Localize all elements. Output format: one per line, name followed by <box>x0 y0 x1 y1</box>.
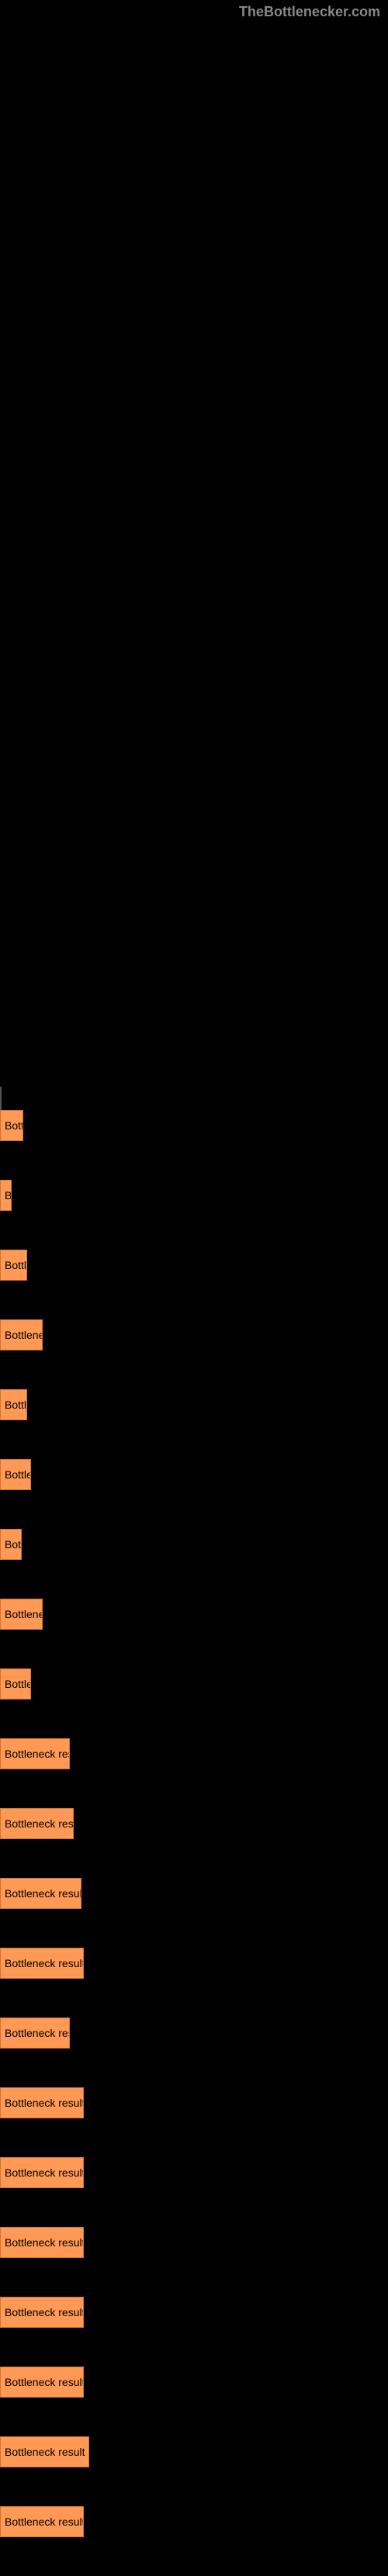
bar: Bottleneck <box>0 1319 43 1350</box>
bar-row: Bottleneck <box>0 1319 388 1350</box>
bar-row: Bottleneck res <box>0 2018 388 2049</box>
bar-row: Bottlen <box>0 1250 388 1281</box>
bar-text: Bottlene <box>5 1468 30 1481</box>
bar: Bottleneck result <box>0 1948 84 1979</box>
bar-text: Bottlen <box>5 1259 26 1271</box>
bar-text: Bottleneck res <box>5 1748 69 1760</box>
bar-row: Bottleneck result <box>0 2157 388 2188</box>
bar: Bottlene <box>0 1459 31 1490</box>
bar-text: Bottleneck result <box>5 2097 83 2109</box>
bar-row: Bottl <box>0 1529 388 1560</box>
bar-text: Bottle <box>5 1119 23 1132</box>
bar: Bottleneck result <box>0 2157 84 2188</box>
bar-row: Bottleneck result <box>0 2297 388 2328</box>
bar: Bottleneck res <box>0 1738 70 1769</box>
bar: Bottl <box>0 1529 22 1560</box>
bar-text: Bottlen <box>5 1399 26 1411</box>
bar-row: Bottleneck result <box>0 1878 388 1909</box>
bar: Bottleneck resu <box>0 1808 74 1839</box>
bar-row: Bottleneck result <box>0 2227 388 2258</box>
bar-text: Bottleneck result <box>5 1957 83 1969</box>
bar-text: Bottleneck result <box>5 2306 83 2318</box>
bar-row: Bottlene <box>0 1459 388 1490</box>
bar: Bottleneck result <box>0 2297 84 2328</box>
bar: Bottlen <box>0 1389 27 1420</box>
bottleneck-chart: Bottle B Bottlen Bottleneck Bottlen Bottlene B… <box>0 1110 388 2537</box>
bar-text: Bottleneck result <box>5 2236 83 2249</box>
bar: Bottleneck <box>0 1599 43 1630</box>
bar-row: Bottleneck result <box>0 2506 388 2537</box>
bar-row: B <box>0 1180 388 1211</box>
bar-text: Bottleneck result <box>5 1887 81 1900</box>
bar-row: Bottleneck result <box>0 1948 388 1979</box>
bar-row: Bottleneck <box>0 1599 388 1630</box>
bar-text: Bottlene <box>5 1678 30 1690</box>
bar-row: Bottleneck result <box>0 2087 388 2118</box>
bar: Bottleneck result <box>0 2227 84 2258</box>
bar-row: Bottleneck result <box>0 2436 388 2467</box>
bar: Bottlen <box>0 1250 27 1281</box>
bar-text: Bottleneck resu <box>5 1817 73 1830</box>
bar-row: Bottleneck res <box>0 1738 388 1769</box>
bar-text: B <box>5 1189 11 1202</box>
bar-row: Bottleneck resu <box>0 1808 388 1839</box>
site-logo: TheBottlenecker.com <box>0 0 388 24</box>
bar-text: Bottl <box>5 1538 21 1551</box>
bar-text: Bottleneck result <box>5 2166 83 2179</box>
bar-row: Bottleneck result <box>0 2367 388 2398</box>
bar-text: Bottleneck <box>5 1329 42 1341</box>
bar: Bottlene <box>0 1668 31 1699</box>
bar: Bottleneck result <box>0 2087 84 2118</box>
bar: Bottleneck result <box>0 2367 84 2398</box>
bar: Bottleneck res <box>0 2018 70 2049</box>
bar-text: Bottleneck <box>5 1608 42 1620</box>
bar-text: Bottleneck result <box>5 2446 85 2458</box>
bar-row: Bottlene <box>0 1668 388 1699</box>
bar-row: Bottle <box>0 1110 388 1141</box>
bar: B <box>0 1180 12 1211</box>
bar: Bottleneck result <box>0 2436 89 2467</box>
chart-divider <box>0 1087 388 1110</box>
bar-text: Bottleneck res <box>5 2027 69 2039</box>
bar: Bottleneck result <box>0 1878 81 1909</box>
bar: Bottle <box>0 1110 23 1141</box>
top-spacer <box>0 24 388 1087</box>
bar-text: Bottleneck result <box>5 2376 83 2388</box>
bar-row: Bottlen <box>0 1389 388 1420</box>
bar: Bottleneck result <box>0 2506 84 2537</box>
bar-text: Bottleneck result <box>5 2515 83 2528</box>
